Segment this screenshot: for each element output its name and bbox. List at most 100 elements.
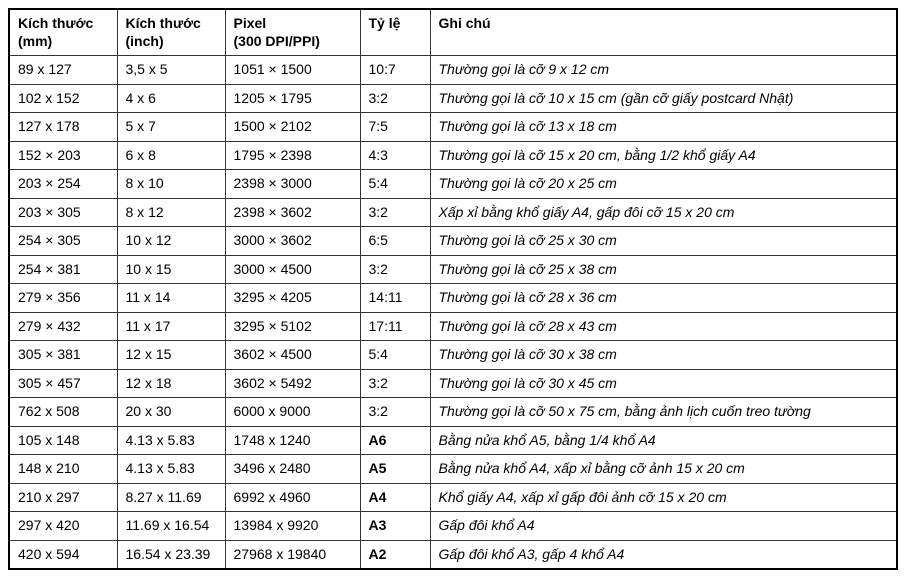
cell-mm: 203 × 305 <box>9 198 117 227</box>
cell-mm: 254 × 381 <box>9 255 117 284</box>
table-row: 279 × 43211 x 173295 × 510217:11Thường g… <box>9 312 897 341</box>
cell-pixel: 2398 × 3602 <box>225 198 360 227</box>
cell-pixel: 13984 x 9920 <box>225 512 360 541</box>
cell-mm: 420 x 594 <box>9 540 117 569</box>
header-mm: Kích thước (mm) <box>9 9 117 56</box>
cell-pixel: 6000 x 9000 <box>225 398 360 427</box>
header-inch-line2: (inch) <box>126 33 164 49</box>
cell-ratio: A6 <box>360 426 430 455</box>
cell-ratio: A5 <box>360 455 430 484</box>
cell-ratio: A3 <box>360 512 430 541</box>
table-row: 203 × 2548 x 102398 × 30005:4Thường gọi … <box>9 170 897 199</box>
header-note: Ghi chú <box>430 9 897 56</box>
cell-ratio: A4 <box>360 483 430 512</box>
table-row: 127 x 1785 x 71500 × 21027:5Thường gọi l… <box>9 113 897 142</box>
cell-pixel: 3000 × 3602 <box>225 227 360 256</box>
cell-pixel: 1795 × 2398 <box>225 141 360 170</box>
cell-inch: 10 x 12 <box>117 227 225 256</box>
cell-mm: 210 x 297 <box>9 483 117 512</box>
cell-note: Bằng nửa khổ A5, bằng 1/4 khổ A4 <box>430 426 897 455</box>
cell-ratio: 3:2 <box>360 369 430 398</box>
cell-ratio: 4:3 <box>360 141 430 170</box>
table-row: 203 × 3058 x 122398 × 36023:2Xấp xỉ bằng… <box>9 198 897 227</box>
cell-pixel: 2398 × 3000 <box>225 170 360 199</box>
header-pixel: Pixel (300 DPI/PPI) <box>225 9 360 56</box>
cell-note: Bằng nửa khổ A4, xấp xỉ bằng cỡ ảnh 15 x… <box>430 455 897 484</box>
cell-inch: 4 x 6 <box>117 84 225 113</box>
header-ratio: Tỷ lệ <box>360 9 430 56</box>
cell-mm: 305 × 381 <box>9 341 117 370</box>
table-row: 105 x 1484.13 x 5.831748 x 1240A6Bằng nử… <box>9 426 897 455</box>
table-row: 762 x 50820 x 306000 x 90003:2Thường gọi… <box>9 398 897 427</box>
cell-inch: 8.27 x 11.69 <box>117 483 225 512</box>
cell-mm: 152 × 203 <box>9 141 117 170</box>
cell-mm: 305 × 457 <box>9 369 117 398</box>
cell-inch: 11 x 14 <box>117 284 225 313</box>
cell-note: Thường gọi là cỡ 28 x 43 cm <box>430 312 897 341</box>
cell-ratio: 17:11 <box>360 312 430 341</box>
cell-inch: 8 x 10 <box>117 170 225 199</box>
table-row: 279 × 35611 x 143295 × 420514:11Thường g… <box>9 284 897 313</box>
cell-note: Thường gọi là cỡ 9 x 12 cm <box>430 56 897 85</box>
cell-ratio: 3:2 <box>360 398 430 427</box>
table-row: 254 × 38110 x 153000 × 45003:2Thường gọi… <box>9 255 897 284</box>
table-row: 210 x 2978.27 x 11.696992 x 4960A4Khổ gi… <box>9 483 897 512</box>
cell-ratio: 10:7 <box>360 56 430 85</box>
cell-pixel: 3602 × 5492 <box>225 369 360 398</box>
table-row: 102 x 1524 x 61205 × 17953:2Thường gọi l… <box>9 84 897 113</box>
cell-note: Thường gọi là cỡ 15 x 20 cm, bằng 1/2 kh… <box>430 141 897 170</box>
cell-inch: 4.13 x 5.83 <box>117 426 225 455</box>
cell-pixel: 1051 × 1500 <box>225 56 360 85</box>
cell-pixel: 3295 × 4205 <box>225 284 360 313</box>
cell-note: Thường gọi là cỡ 25 x 30 cm <box>430 227 897 256</box>
cell-note: Thường gọi là cỡ 50 x 75 cm, bằng ảnh lị… <box>430 398 897 427</box>
header-inch-line1: Kích thước <box>126 15 201 31</box>
table-row: 89 x 1273,5 x 51051 × 150010:7Thường gọi… <box>9 56 897 85</box>
cell-note: Khổ giấy A4, xấp xỉ gấp đôi ảnh cỡ 15 x … <box>430 483 897 512</box>
table-row: 305 × 38112 x 153602 × 45005:4Thường gọi… <box>9 341 897 370</box>
cell-mm: 105 x 148 <box>9 426 117 455</box>
cell-note: Thường gọi là cỡ 30 x 45 cm <box>430 369 897 398</box>
cell-ratio: 3:2 <box>360 84 430 113</box>
table-row: 305 × 45712 x 183602 × 54923:2Thường gọi… <box>9 369 897 398</box>
cell-ratio: 14:11 <box>360 284 430 313</box>
header-inch: Kích thước (inch) <box>117 9 225 56</box>
cell-ratio: 5:4 <box>360 170 430 199</box>
table-header: Kích thước (mm) Kích thước (inch) Pixel … <box>9 9 897 56</box>
header-mm-line1: Kích thước <box>18 15 93 31</box>
cell-note: Thường gọi là cỡ 13 x 18 cm <box>430 113 897 142</box>
cell-inch: 20 x 30 <box>117 398 225 427</box>
cell-inch: 12 x 15 <box>117 341 225 370</box>
cell-mm: 254 × 305 <box>9 227 117 256</box>
cell-inch: 4.13 x 5.83 <box>117 455 225 484</box>
cell-note: Gấp đôi khổ A4 <box>430 512 897 541</box>
cell-mm: 102 x 152 <box>9 84 117 113</box>
table-row: 152 × 2036 x 81795 × 23984:3Thường gọi l… <box>9 141 897 170</box>
cell-pixel: 1748 x 1240 <box>225 426 360 455</box>
cell-ratio: A2 <box>360 540 430 569</box>
cell-inch: 16.54 x 23.39 <box>117 540 225 569</box>
cell-note: Gấp đôi khổ A3, gấp 4 khổ A4 <box>430 540 897 569</box>
cell-mm: 297 x 420 <box>9 512 117 541</box>
table-row: 420 x 59416.54 x 23.3927968 x 19840A2Gấp… <box>9 540 897 569</box>
table-row: 297 x 42011.69 x 16.5413984 x 9920A3Gấp … <box>9 512 897 541</box>
cell-mm: 89 x 127 <box>9 56 117 85</box>
cell-inch: 11.69 x 16.54 <box>117 512 225 541</box>
header-row: Kích thước (mm) Kích thước (inch) Pixel … <box>9 9 897 56</box>
cell-inch: 6 x 8 <box>117 141 225 170</box>
cell-note: Thường gọi là cỡ 30 x 38 cm <box>430 341 897 370</box>
cell-inch: 10 x 15 <box>117 255 225 284</box>
cell-note: Thường gọi là cỡ 28 x 36 cm <box>430 284 897 313</box>
cell-mm: 279 × 356 <box>9 284 117 313</box>
cell-ratio: 7:5 <box>360 113 430 142</box>
cell-pixel: 3496 x 2480 <box>225 455 360 484</box>
cell-pixel: 3000 × 4500 <box>225 255 360 284</box>
cell-mm: 203 × 254 <box>9 170 117 199</box>
cell-note: Thường gọi là cỡ 20 x 25 cm <box>430 170 897 199</box>
header-pixel-line1: Pixel <box>234 15 267 31</box>
table-row: 148 x 2104.13 x 5.833496 x 2480A5Bằng nử… <box>9 455 897 484</box>
size-table: Kích thước (mm) Kích thước (inch) Pixel … <box>8 8 898 570</box>
cell-inch: 11 x 17 <box>117 312 225 341</box>
cell-mm: 762 x 508 <box>9 398 117 427</box>
header-mm-line2: (mm) <box>18 33 52 49</box>
